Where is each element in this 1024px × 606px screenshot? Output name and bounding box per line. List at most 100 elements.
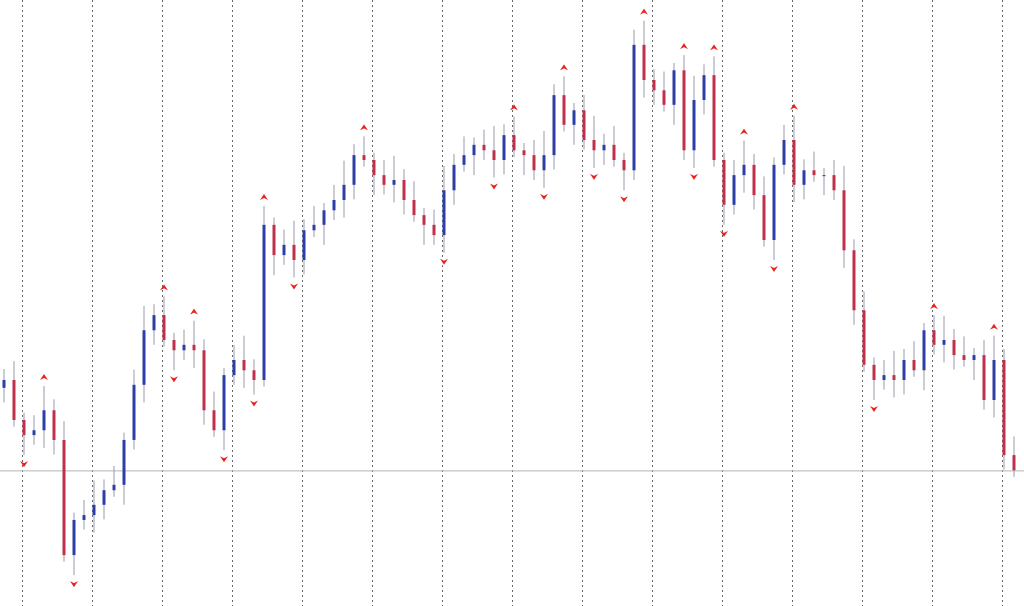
candle-body: [482, 144, 486, 151]
fractal-down: [770, 265, 778, 272]
fractal-down: [540, 193, 548, 200]
candle-body: [112, 484, 116, 491]
fractal-down: [20, 461, 28, 468]
candle-body: [212, 410, 216, 431]
candle-body: [892, 375, 896, 380]
candle-body: [912, 359, 916, 371]
candle-body: [1012, 455, 1016, 471]
fractal-up: [190, 308, 198, 315]
candle-body: [82, 515, 86, 520]
candle-body: [392, 179, 396, 185]
candle-body: [92, 504, 96, 516]
candle-body: [52, 410, 56, 440]
candle-body: [462, 155, 466, 165]
fractal-down: [220, 456, 228, 463]
fractal-up: [360, 124, 368, 131]
candle-body: [122, 439, 126, 485]
candle-body: [2, 379, 6, 388]
candle-body: [512, 135, 516, 151]
candle-body: [1002, 359, 1006, 456]
candle-body: [832, 175, 836, 191]
fractal-up: [160, 284, 168, 291]
candle-body: [372, 159, 376, 176]
candle-body: [72, 519, 76, 556]
fractal-up: [40, 374, 48, 381]
candle-body: [412, 199, 416, 216]
candle-body: [442, 190, 446, 236]
candle-body: [522, 150, 526, 156]
fractal-down: [620, 196, 628, 203]
candle-body: [162, 315, 166, 340]
candle-body: [592, 139, 596, 151]
candle-body: [22, 419, 26, 436]
fractal-down: [720, 230, 728, 237]
candle-body: [692, 99, 696, 151]
candle-body: [662, 90, 666, 105]
candle-body: [652, 79, 656, 91]
fractal-down: [170, 376, 178, 383]
candle-body: [712, 75, 716, 160]
candle-body: [812, 170, 816, 176]
candle-body: [222, 375, 226, 431]
fractal-down: [690, 173, 698, 180]
candle-body: [502, 135, 506, 160]
candle-body: [452, 164, 456, 191]
candle-body: [872, 364, 876, 380]
candle-body: [642, 44, 646, 80]
candle-body: [32, 430, 36, 436]
fractal-down: [70, 581, 78, 588]
candle-body: [542, 155, 546, 171]
candle-body: [242, 359, 246, 371]
fractal-down: [440, 258, 448, 265]
candle-body: [942, 339, 946, 345]
candle-body: [282, 244, 286, 256]
candle-body: [102, 490, 106, 505]
candle-body: [232, 359, 236, 376]
fractal-up: [680, 43, 688, 50]
candle-body: [172, 339, 176, 351]
candle-body: [132, 384, 136, 440]
fractal-up: [930, 303, 938, 310]
candle-body: [402, 179, 406, 200]
candle-body: [432, 224, 436, 236]
candle-body: [262, 224, 266, 380]
candle-body: [792, 139, 796, 185]
candle-body: [982, 355, 986, 400]
fractal-up: [560, 64, 568, 71]
candle-body: [382, 175, 386, 185]
candle-body: [42, 410, 46, 431]
candle-body: [682, 70, 686, 151]
candle-body: [62, 439, 66, 556]
candle-body: [352, 155, 356, 185]
fractal-up: [710, 44, 718, 51]
candle-body: [952, 339, 956, 356]
candle-body: [772, 164, 776, 240]
candle-body: [192, 344, 196, 351]
candle-body: [292, 244, 296, 260]
fractal-down: [290, 283, 298, 290]
candle-body: [572, 110, 576, 125]
candle-body: [562, 95, 566, 125]
candle-body: [582, 110, 586, 140]
candle-body: [802, 170, 806, 185]
candle-body: [932, 330, 936, 345]
fractal-down: [490, 183, 498, 190]
candle-body: [732, 175, 736, 205]
candle-body: [152, 315, 156, 331]
candle-body: [722, 159, 726, 205]
candle-body: [202, 350, 206, 411]
fractal-up: [990, 323, 998, 330]
fractal-up: [790, 103, 798, 110]
candle-body: [312, 224, 316, 231]
candle-body: [632, 44, 636, 171]
candle-body: [752, 164, 756, 196]
candle-body: [922, 330, 926, 371]
fractal-up: [260, 194, 268, 201]
candle-body: [612, 144, 616, 160]
candle-body: [272, 224, 276, 256]
candle-body: [302, 230, 306, 260]
candle-body: [842, 190, 846, 251]
fractal-up: [640, 8, 648, 15]
